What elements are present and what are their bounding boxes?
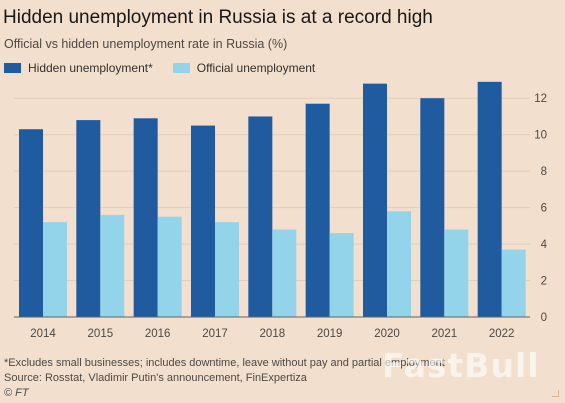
bar-hidden	[76, 120, 101, 317]
x-tick-label: 2018	[260, 328, 286, 340]
legend-item-official: Official unemployment	[172, 61, 316, 75]
bar-hidden	[420, 98, 445, 317]
bar-hidden	[363, 83, 387, 318]
x-tick-label: 2021	[432, 328, 458, 340]
corner-mark	[552, 390, 559, 397]
bar-official	[444, 229, 469, 317]
bar-official	[215, 222, 239, 317]
y-tick-label: 0	[541, 312, 547, 324]
bar-hidden	[133, 118, 158, 318]
bar-official	[501, 249, 526, 317]
bar-hidden	[477, 81, 502, 317]
ft-credit: © FT	[4, 387, 29, 399]
legend-swatch-hidden	[4, 63, 21, 73]
legend-label-hidden: Hidden unemployment*	[28, 61, 153, 75]
legend-item-hidden: Hidden unemployment*	[4, 61, 153, 75]
y-tick-label: 8	[541, 166, 547, 178]
x-tick-label: 2017	[202, 328, 228, 340]
chart-subtitle: Official vs hidden unemployment rate in …	[4, 37, 288, 51]
bar-official	[329, 233, 354, 317]
bar-hidden	[305, 103, 330, 317]
fastbull-watermark: FastBull	[382, 346, 540, 385]
chart-legend: Hidden unemployment* Official unemployme…	[4, 61, 335, 75]
y-tick-label: 12	[534, 93, 547, 105]
legend-label-official: Official unemployment	[196, 61, 316, 75]
bar-chart: 0 2 4 6 8 10 12 2014 2015 2016 2017 2018 2019 2020 202…	[14, 81, 548, 340]
bar-hidden	[191, 125, 215, 317]
bar-official	[100, 214, 125, 317]
x-tick-label: 2016	[145, 328, 171, 340]
bar-official	[272, 229, 297, 317]
bar-hidden	[248, 116, 273, 317]
x-tick-label: 2019	[317, 328, 343, 340]
chart-source: Source: Rosstat, Vladimir Putin's announ…	[4, 372, 307, 384]
bar-hidden	[19, 129, 43, 317]
chart-footnote: *Excludes small businesses; includes dow…	[4, 357, 445, 369]
x-tick-label: 2015	[88, 328, 114, 340]
y-tick-label: 4	[541, 239, 548, 251]
bar-official	[387, 211, 411, 317]
legend-swatch-official	[172, 63, 190, 73]
bar-official	[43, 222, 67, 317]
y-tick-label: 2	[541, 276, 547, 288]
y-tick-label: 10	[534, 130, 547, 142]
y-tick-label: 6	[541, 203, 547, 215]
x-tick-label: 2020	[374, 328, 400, 340]
x-tick-label: 2014	[30, 328, 56, 340]
x-tick-label: 2022	[489, 328, 515, 340]
bar-official	[157, 216, 182, 317]
chart-title: Hidden unemployment in Russia is at a re…	[3, 7, 433, 28]
